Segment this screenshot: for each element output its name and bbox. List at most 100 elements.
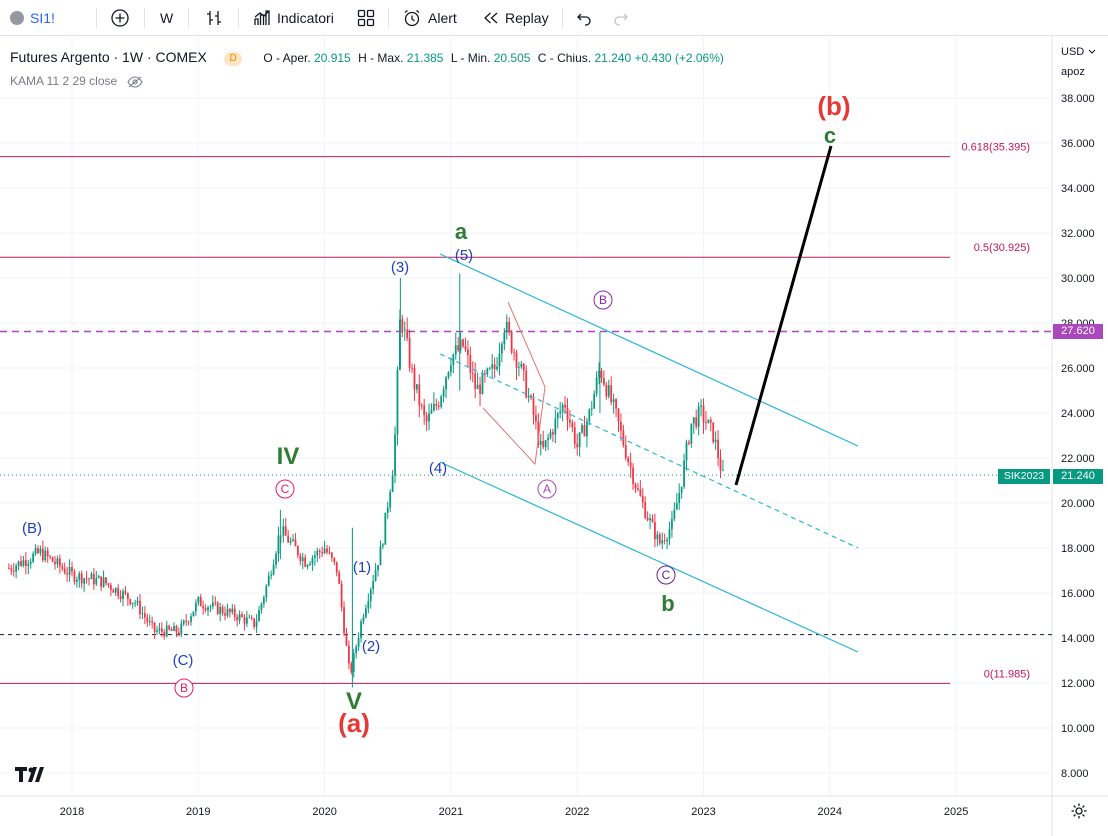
price-tick-label: 38.000 [1061, 93, 1095, 105]
wave-label-b-circled: B [599, 293, 607, 307]
candle-body [347, 645, 350, 664]
candle-body [24, 560, 27, 566]
symbol-search-button[interactable]: SI1! [10, 0, 55, 36]
candle-body [316, 550, 319, 556]
indicator-legend[interactable]: KAMA 11 2 29 close [10, 74, 143, 88]
chart-settings-button[interactable] [1070, 802, 1088, 825]
indicators-icon [254, 10, 270, 25]
price-chart[interactable]: 0.618(35.395) 0.5(30.925) 0(11.985) (b)c a b… [0, 36, 1108, 836]
candle-body [428, 413, 430, 422]
candle-body [216, 602, 219, 614]
redo-button[interactable] [612, 0, 630, 36]
candle-body [530, 395, 532, 398]
delay-badge[interactable]: D [224, 51, 242, 66]
channel-upper-line [439, 253, 859, 447]
chart-legend: Futures Argento · 1W · COMEX D O - Aper.… [10, 49, 724, 66]
fib-level-label: 0.5(30.925) [974, 242, 1030, 254]
candle-body [22, 560, 25, 566]
interval-label: W [160, 10, 174, 26]
alert-button[interactable]: Alert [402, 0, 457, 36]
candle-body [413, 368, 416, 390]
symbol-icon [10, 11, 24, 25]
scale-mode-selector[interactable]: apoz [1061, 66, 1085, 78]
candle-body [321, 551, 324, 554]
candle-body [12, 570, 15, 572]
candle-body [228, 608, 231, 613]
rewind-icon [484, 12, 498, 24]
candle-body [705, 422, 707, 424]
candle-body [437, 405, 440, 407]
candle-body [355, 646, 358, 654]
candle-body [362, 616, 365, 622]
candle-body [335, 561, 338, 573]
candle-body [168, 625, 171, 630]
chart-type-button[interactable] [204, 0, 224, 36]
candle-body [328, 552, 331, 554]
eye-hidden-icon[interactable] [126, 76, 143, 88]
candle-body [632, 467, 634, 485]
close-value: 21.240 [594, 51, 632, 65]
candle-body [539, 440, 542, 445]
price-tick-label: 14.000 [1061, 633, 1095, 645]
candle-body [141, 613, 144, 615]
candle-body [719, 458, 722, 471]
candle-body [44, 550, 47, 561]
candle-body [622, 430, 625, 446]
compare-button[interactable] [110, 0, 130, 36]
legend-title[interactable]: Futures Argento · 1W · COMEX [10, 49, 207, 65]
toolbar-divider [388, 8, 389, 28]
candle-body [37, 548, 39, 554]
candle-body [712, 422, 715, 443]
candle-body [15, 565, 18, 572]
candle-body [651, 518, 654, 523]
candle-body [406, 329, 409, 339]
time-axis[interactable]: 2018 2019 2020 2021 2022 2023 2024 2025 [60, 806, 969, 818]
candle-body [146, 617, 149, 622]
replay-button[interactable]: Replay [482, 0, 549, 36]
candle-body [190, 616, 192, 622]
candle-body [508, 321, 511, 332]
candle-body [420, 405, 423, 407]
layouts-button[interactable] [356, 0, 376, 36]
time-tick-label: 2021 [439, 806, 463, 818]
candle-body [284, 526, 287, 536]
candle-body [532, 397, 535, 416]
candle-body [197, 597, 200, 603]
candle-body [219, 607, 222, 614]
candle-body [527, 395, 530, 398]
drawings [439, 145, 859, 653]
candle-body [340, 583, 343, 608]
candle-body [486, 368, 489, 375]
undo-button[interactable] [575, 0, 593, 36]
candle-body [561, 404, 564, 412]
chart-area[interactable]: 0.618(35.395) 0.5(30.925) 0(11.985) (b) c a b… [0, 36, 1108, 836]
wave-label-b-paren: (B) [22, 520, 42, 537]
interval-button[interactable]: W [160, 0, 173, 36]
candle-body [605, 384, 608, 397]
indicators-button[interactable]: Indicatori [252, 0, 334, 36]
top-toolbar: SI1! W Indicatori Alert Replay [0, 0, 1108, 36]
candle-body [586, 421, 588, 437]
candle-body [333, 557, 336, 562]
candle-body [627, 458, 630, 463]
candle-body [634, 484, 637, 489]
currency-selector[interactable]: USD [1061, 46, 1096, 58]
currency-label: USD [1061, 46, 1085, 58]
indicator-label: KAMA 11 2 29 close [10, 74, 118, 88]
candle-body [666, 539, 668, 542]
candle-body [491, 364, 494, 369]
open-value: 20.915 [314, 51, 351, 65]
candle-body [131, 602, 134, 605]
candle-body [367, 600, 370, 609]
wave-label-b-circled-pink-circle [174, 678, 194, 698]
candle-body [139, 600, 141, 615]
price-axis[interactable]: 38.00036.00034.00032.00030.00028.00026.0… [1061, 93, 1095, 780]
candle-body [695, 417, 698, 427]
candle-body [654, 522, 656, 540]
candle-body [343, 607, 345, 633]
candle-body [646, 517, 649, 521]
candle-body [549, 432, 552, 438]
tradingview-logo[interactable] [14, 765, 46, 788]
candle-body [185, 620, 188, 622]
price-tick-label: 18.000 [1061, 543, 1095, 555]
